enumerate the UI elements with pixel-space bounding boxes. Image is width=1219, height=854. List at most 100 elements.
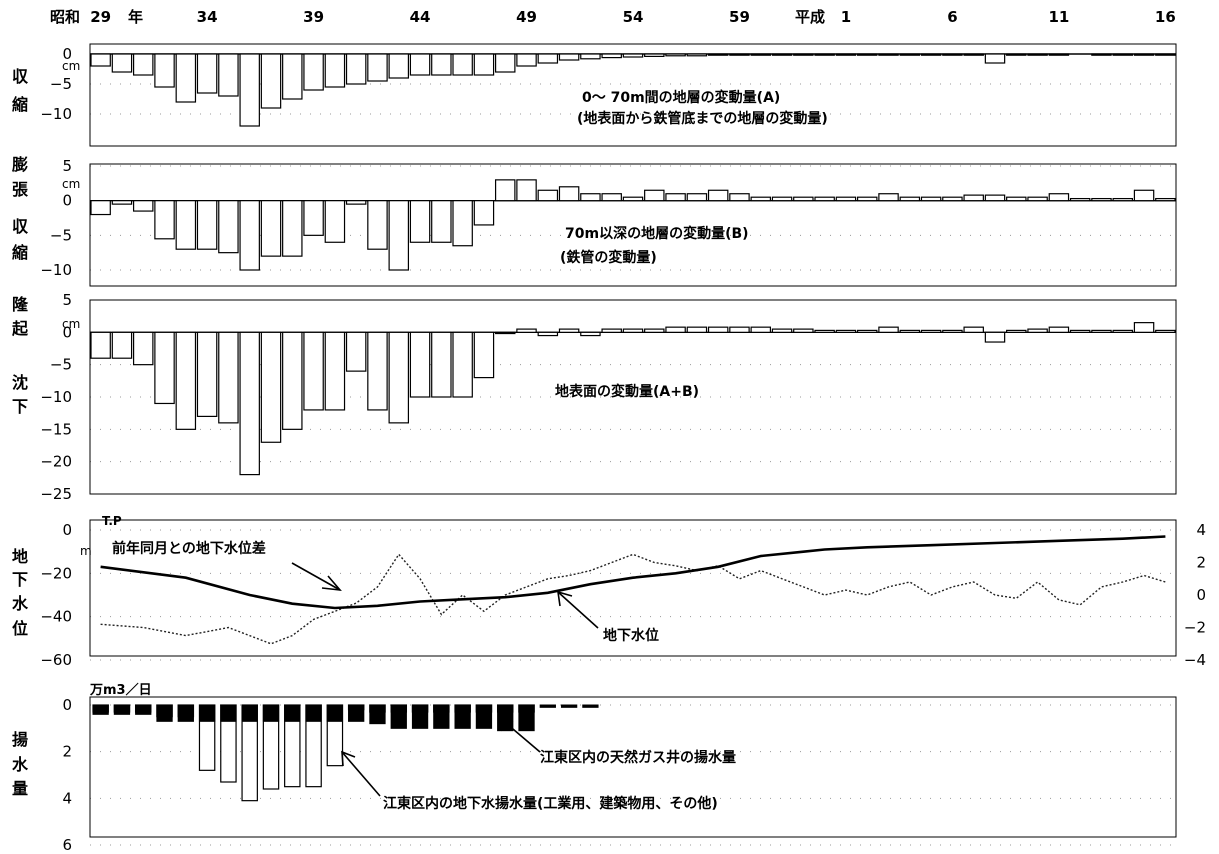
bar-gas-well-pumping	[241, 704, 258, 722]
bar	[132, 53, 154, 76]
bar	[707, 53, 729, 56]
right-tick-label: 0	[1196, 586, 1206, 604]
bar	[1048, 53, 1070, 56]
era-showa-label: 昭和	[50, 8, 80, 26]
right-tick-label: −2	[1184, 619, 1206, 637]
bar-gas-well-pumping	[539, 704, 556, 708]
year-label: 16	[1155, 8, 1176, 26]
bar	[771, 328, 793, 333]
bar-gas-well-pumping	[262, 704, 280, 722]
bar	[175, 53, 197, 103]
p4-unit-tp: T.P	[102, 514, 122, 528]
bar	[920, 329, 942, 333]
right-tick-label: −4	[1184, 651, 1206, 669]
bar-gas-well-pumping	[113, 704, 131, 715]
year-label: 29	[90, 8, 111, 26]
panel-ground-surface: 隆 起 沈 下 cm 5 0 −5 −10 −15 −20 −25 地表面の変動量(A+B)	[11, 291, 1177, 503]
y-tick-label: −5	[50, 75, 72, 93]
bar	[1155, 53, 1176, 56]
bar	[1069, 197, 1091, 202]
y-tick-label: −40	[40, 608, 72, 626]
bar-gas-well-pumping	[177, 704, 194, 722]
nen-label: 年	[128, 8, 143, 26]
bar-gas-well-pumping	[582, 704, 599, 708]
year-label: 11	[1048, 8, 1069, 26]
panel-pumping: 揚 水 量 万m3／日 0 2 4 6 江東区内の天然ガス井の揚水量 江東区内の地下水…	[12, 682, 1177, 854]
bar	[537, 53, 559, 64]
bar	[644, 189, 665, 202]
bar	[1133, 53, 1155, 56]
p3-y-ticks: 5 0 −5 −10 −15 −20 −25	[40, 291, 72, 503]
bar	[303, 331, 324, 411]
bar	[793, 196, 814, 202]
p5-arrow-ground	[341, 751, 381, 797]
p2-note-line2: (鉄管の変動量)	[560, 249, 657, 266]
p4-left-y-ticks: 0 −20 −40 −60	[40, 521, 72, 669]
bar	[878, 53, 899, 56]
bar	[1112, 197, 1134, 202]
y-tick-label: 4	[62, 789, 72, 807]
p3-bars	[90, 322, 1176, 476]
year-label: 6	[947, 8, 957, 26]
bar	[835, 53, 857, 56]
year-label: 44	[410, 8, 431, 26]
bar	[771, 53, 793, 56]
bar	[601, 53, 622, 59]
p4-right-y-ticks: 4 2 0 −2 −4	[1184, 521, 1206, 669]
bar	[239, 200, 260, 271]
bar	[1133, 322, 1155, 333]
p5-bars	[92, 704, 599, 802]
bar	[942, 196, 963, 202]
bar	[154, 331, 175, 405]
bar	[239, 53, 260, 127]
bar	[580, 193, 601, 202]
p1-frame	[89, 43, 1177, 147]
bar	[282, 53, 303, 100]
bar	[367, 200, 388, 250]
bar-gas-well-pumping	[198, 704, 216, 722]
bar	[537, 331, 559, 337]
bar	[324, 200, 346, 243]
bar-gas-well-pumping	[390, 704, 407, 729]
bar	[580, 331, 601, 337]
y-tick-label: 0	[62, 323, 72, 341]
y-tick-label: −5	[50, 356, 72, 374]
bar	[345, 331, 367, 372]
bar	[558, 53, 580, 61]
bar	[452, 331, 473, 398]
year-label: 34	[197, 8, 218, 26]
bar	[558, 186, 580, 202]
bar	[963, 53, 984, 56]
bar	[644, 328, 665, 333]
bar	[942, 53, 963, 56]
bar	[899, 53, 921, 56]
p2-bars	[90, 179, 1176, 271]
y-tick-label: −20	[40, 564, 72, 582]
bar	[665, 326, 686, 333]
bar	[111, 53, 133, 73]
bar	[601, 328, 622, 333]
bar	[856, 329, 878, 333]
p2-side-bottom-1: 収	[12, 217, 29, 236]
bar	[835, 329, 857, 333]
bar	[132, 331, 154, 366]
panel-groundwater: 地 下 水 位 m T.P 0 −20 −40 −60 4 2 0 −2 −4 前年同月との地…	[12, 514, 1206, 669]
y-tick-label: 0	[62, 45, 72, 63]
bar-gas-well-pumping	[518, 704, 535, 732]
bar	[750, 326, 772, 333]
bar	[516, 53, 537, 67]
bar-gas-well-pumping	[135, 704, 152, 715]
y-tick-label: −60	[40, 651, 72, 669]
bar	[814, 53, 835, 56]
era-heisei-label: 平成	[795, 8, 825, 26]
bar	[899, 196, 921, 202]
bar	[154, 200, 175, 240]
year-label: 1	[841, 8, 851, 26]
bar	[622, 196, 644, 202]
bar	[90, 53, 111, 67]
bar	[835, 196, 857, 202]
bar-gas-well-pumping	[92, 704, 109, 715]
bar	[452, 200, 473, 247]
p4-arrowhead-level	[557, 590, 573, 607]
